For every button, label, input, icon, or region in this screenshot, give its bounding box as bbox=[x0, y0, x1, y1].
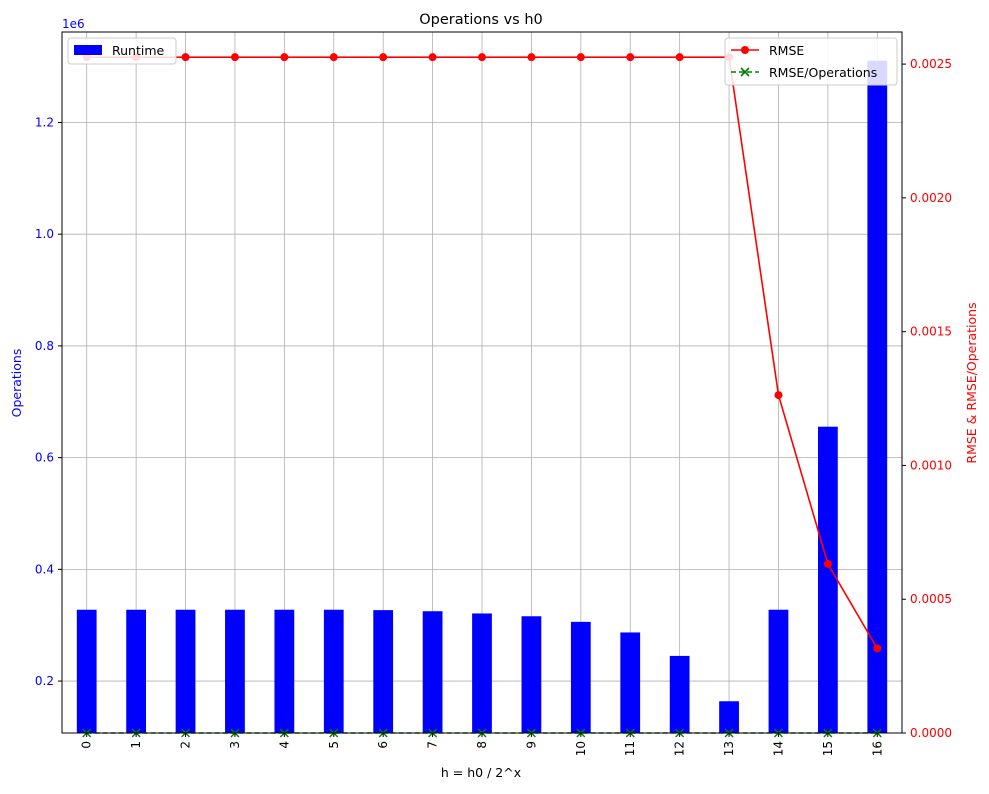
rmse-point bbox=[527, 53, 535, 61]
left-axis-offset-label: 1e6 bbox=[62, 17, 85, 31]
y-left-tick-label: 0.4 bbox=[35, 562, 54, 576]
y-left-tick-label: 0.6 bbox=[35, 451, 54, 465]
runtime-bar bbox=[719, 701, 739, 733]
y-left-tick-label: 0.2 bbox=[35, 674, 54, 688]
runtime-bar bbox=[769, 610, 789, 733]
x-tick-label: 8 bbox=[475, 741, 489, 749]
runtime-bar bbox=[176, 610, 196, 733]
y-axis-left-label: Operations bbox=[9, 349, 24, 418]
x-tick-label: 3 bbox=[228, 741, 242, 749]
legend-rmse-ops-label: RMSE/Operations bbox=[769, 65, 877, 80]
rmse-point bbox=[182, 53, 190, 61]
runtime-bar bbox=[423, 611, 443, 733]
x-tick-label: 15 bbox=[821, 741, 835, 756]
rmse-point bbox=[231, 53, 239, 61]
runtime-bar bbox=[373, 610, 393, 733]
rmse-point bbox=[429, 53, 437, 61]
rmse-point bbox=[379, 53, 387, 61]
legend-rmse-marker bbox=[741, 46, 749, 54]
y-right-tick-label: 0.0025 bbox=[910, 57, 952, 71]
y-right-tick-label: 0.0000 bbox=[910, 726, 952, 740]
x-tick-label: 13 bbox=[722, 741, 736, 756]
runtime-bar bbox=[571, 622, 591, 733]
rmse-point bbox=[676, 53, 684, 61]
x-tick-label: 16 bbox=[870, 741, 884, 756]
y-right-tick-label: 0.0020 bbox=[910, 191, 952, 205]
legend-rmse-label: RMSE bbox=[769, 43, 804, 58]
x-tick-label: 12 bbox=[673, 741, 687, 756]
runtime-bar bbox=[867, 61, 887, 733]
y-left-tick-label: 1.0 bbox=[35, 227, 54, 241]
rmse-point bbox=[280, 53, 288, 61]
y-left-tick-label: 0.8 bbox=[35, 339, 54, 353]
runtime-bar bbox=[818, 427, 838, 733]
chart-title: Operations vs h0 bbox=[419, 12, 542, 28]
x-tick-label: 9 bbox=[524, 741, 538, 749]
x-tick-label: 6 bbox=[376, 741, 390, 749]
y-right-tick-label: 0.0010 bbox=[910, 458, 952, 472]
y-left-tick-label: 1.2 bbox=[35, 115, 54, 129]
x-tick-label: 7 bbox=[426, 741, 440, 749]
legend-runtime: Runtime bbox=[68, 38, 176, 64]
rmse-point bbox=[774, 391, 782, 399]
x-tick-label: 2 bbox=[179, 741, 193, 749]
runtime-bar bbox=[472, 613, 492, 733]
x-axis-label: h = h0 / 2^x bbox=[441, 765, 521, 780]
rmse-point bbox=[478, 53, 486, 61]
rmse-point bbox=[577, 53, 585, 61]
runtime-bar bbox=[670, 656, 690, 733]
x-tick-label: 0 bbox=[80, 741, 94, 749]
x-tick-label: 5 bbox=[327, 741, 341, 749]
runtime-bar bbox=[324, 610, 344, 733]
rmse-point bbox=[873, 644, 881, 652]
y-axis-right-label: RMSE & RMSE/Operations bbox=[964, 302, 979, 463]
x-tick-label: 14 bbox=[771, 741, 785, 756]
x-tick-label: 1 bbox=[129, 741, 143, 749]
runtime-bar bbox=[522, 616, 542, 733]
runtime-bar bbox=[126, 610, 146, 733]
runtime-bar bbox=[77, 610, 97, 733]
legend-rmse: RMSE RMSE/Operations bbox=[725, 38, 897, 85]
y-right-tick-label: 0.0005 bbox=[910, 592, 952, 606]
x-tick-label: 11 bbox=[623, 741, 637, 756]
rmse-point bbox=[330, 53, 338, 61]
legend-runtime-swatch bbox=[74, 45, 102, 55]
runtime-bar bbox=[274, 610, 294, 733]
x-tick-label: 4 bbox=[277, 741, 291, 749]
x-tick-label: 10 bbox=[574, 741, 588, 756]
rmse-point bbox=[824, 560, 832, 568]
rmse-point bbox=[626, 53, 634, 61]
y-right-tick-label: 0.0015 bbox=[910, 325, 952, 339]
runtime-bar bbox=[225, 610, 245, 733]
legend-runtime-label: Runtime bbox=[112, 43, 165, 58]
runtime-bar bbox=[620, 632, 640, 733]
